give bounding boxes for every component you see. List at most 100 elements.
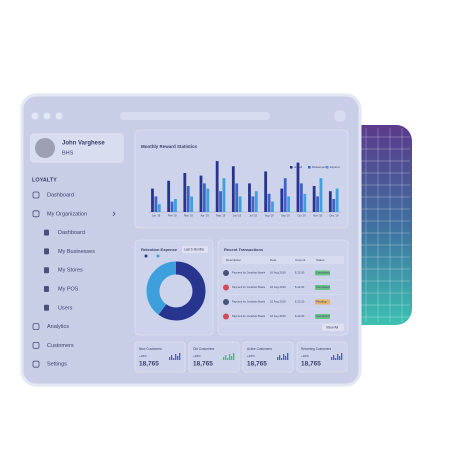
- row-avatar: [223, 284, 229, 291]
- cell: $ 22.00: [295, 271, 305, 275]
- menu-item[interactable]: My Organization: [47, 211, 87, 217]
- profile-card[interactable]: [30, 133, 124, 163]
- bar: [251, 196, 255, 212]
- period-select[interactable]: [182, 246, 208, 253]
- stat-sparkbar: [225, 355, 227, 360]
- stat-sparkbar: [337, 354, 339, 360]
- menu-icon: [32, 341, 40, 349]
- row-avatar: [223, 270, 229, 276]
- bar: [316, 196, 319, 212]
- stat-label: New Customers: [139, 347, 162, 351]
- column-header: Date: [270, 258, 277, 262]
- row-avatar: [223, 313, 229, 320]
- stat-change: +18%: [139, 354, 147, 358]
- bar: [202, 183, 206, 212]
- section-label: LOYALTY: [32, 177, 57, 183]
- menu-icon: [32, 191, 40, 199]
- submenu-item[interactable]: Users: [58, 305, 73, 311]
- stat-value: 18,765: [301, 361, 321, 368]
- column-header: Description: [226, 258, 241, 262]
- status-badge: [315, 314, 330, 319]
- x-tick-label: Nov '19: [313, 214, 322, 218]
- stat-card: [134, 341, 186, 373]
- bar: [157, 204, 161, 212]
- stat-sparkbar: [169, 357, 171, 360]
- stat-sparkbar: [233, 353, 235, 360]
- bar: [222, 178, 226, 212]
- x-tick-label: Oct '19: [298, 214, 307, 218]
- period-label[interactable]: Last 6 Months: [184, 248, 204, 252]
- stat-card: [242, 341, 294, 373]
- view-all[interactable]: View All: [326, 326, 338, 330]
- menu-item[interactable]: Customers: [47, 343, 74, 349]
- transactions-title: Recent Transactions: [224, 247, 264, 252]
- stats: New Customers +18% 18,765 Old Customers +18%…: [134, 341, 348, 373]
- table-header: [222, 256, 344, 264]
- bar: [280, 188, 284, 212]
- view-all-button[interactable]: [322, 324, 344, 331]
- stat-sparkbar: [285, 356, 287, 360]
- submenu-item[interactable]: My Businesses: [58, 249, 95, 255]
- bar: [154, 196, 158, 212]
- profile-name: John Varghese: [62, 141, 105, 147]
- title-bar: [31, 110, 346, 122]
- avatar: [35, 138, 55, 158]
- x-tick-label: Apr '19: [201, 214, 210, 218]
- status-badge: [315, 299, 330, 305]
- menu-item[interactable]: Dashboard: [47, 192, 74, 198]
- legend-swatch: [290, 166, 293, 169]
- stat-sparkbar: [283, 354, 285, 360]
- menu-item[interactable]: Analytics: [47, 324, 69, 330]
- cell: $ 22.00: [295, 300, 305, 304]
- stat-sparkbar: [229, 354, 231, 360]
- stat-change: +18%: [247, 354, 255, 358]
- chevron: [112, 211, 116, 217]
- legend-dot: [156, 254, 160, 258]
- cell: $ 22.00: [295, 285, 305, 289]
- stat-sparkbar: [281, 358, 283, 360]
- stat-value: 18,765: [139, 361, 159, 368]
- stat-sparkbar: [179, 353, 181, 360]
- stat-sparkbar: [333, 355, 335, 360]
- cell: Payment for Jonathan Bowie: [232, 271, 266, 275]
- stat-sparkbar: [335, 358, 337, 360]
- legend-label: Expired: [330, 165, 340, 169]
- stat-sparkbar: [177, 356, 179, 360]
- stat-change: +18%: [301, 354, 309, 358]
- cell: 16 Aug 2019: [270, 285, 286, 289]
- bar: [199, 175, 203, 212]
- bar: [183, 173, 187, 212]
- bar: [267, 193, 271, 212]
- stat-sparkbar: [223, 357, 225, 360]
- legend-swatch: [308, 166, 311, 169]
- stat-card: [188, 341, 240, 373]
- stat-value: 18,765: [247, 361, 267, 368]
- stat-sparkbar: [231, 356, 233, 360]
- donut-segment: [146, 261, 206, 321]
- x-tick-label: Jan '19: [152, 214, 161, 218]
- stat-card: [296, 341, 348, 373]
- submenu-item[interactable]: My Stores: [58, 268, 83, 274]
- submenu-item[interactable]: My POS: [58, 286, 79, 292]
- submenu-item[interactable]: Dashboard: [58, 230, 85, 236]
- menu-icon: [32, 323, 40, 331]
- cell: Completed: [316, 314, 330, 318]
- submenu-icon: [44, 229, 49, 236]
- bar: [215, 161, 219, 212]
- stat-sparkbar: [279, 355, 281, 360]
- bar: [299, 183, 303, 212]
- cell: Completed: [316, 271, 330, 275]
- submenu-icon: [44, 304, 49, 311]
- submenu-icon: [44, 267, 49, 274]
- bar: [219, 191, 222, 212]
- stat-sparkbar: [287, 353, 289, 360]
- cell: 16 Aug 2019: [270, 271, 286, 275]
- bar: [254, 191, 258, 212]
- bar: [190, 196, 194, 212]
- stat-sparkbar: [171, 355, 173, 360]
- stat-sparkbar: [277, 357, 279, 360]
- menu-item[interactable]: Settings: [47, 362, 67, 368]
- bar: [303, 193, 307, 212]
- stat-label: Active Customers: [247, 347, 272, 351]
